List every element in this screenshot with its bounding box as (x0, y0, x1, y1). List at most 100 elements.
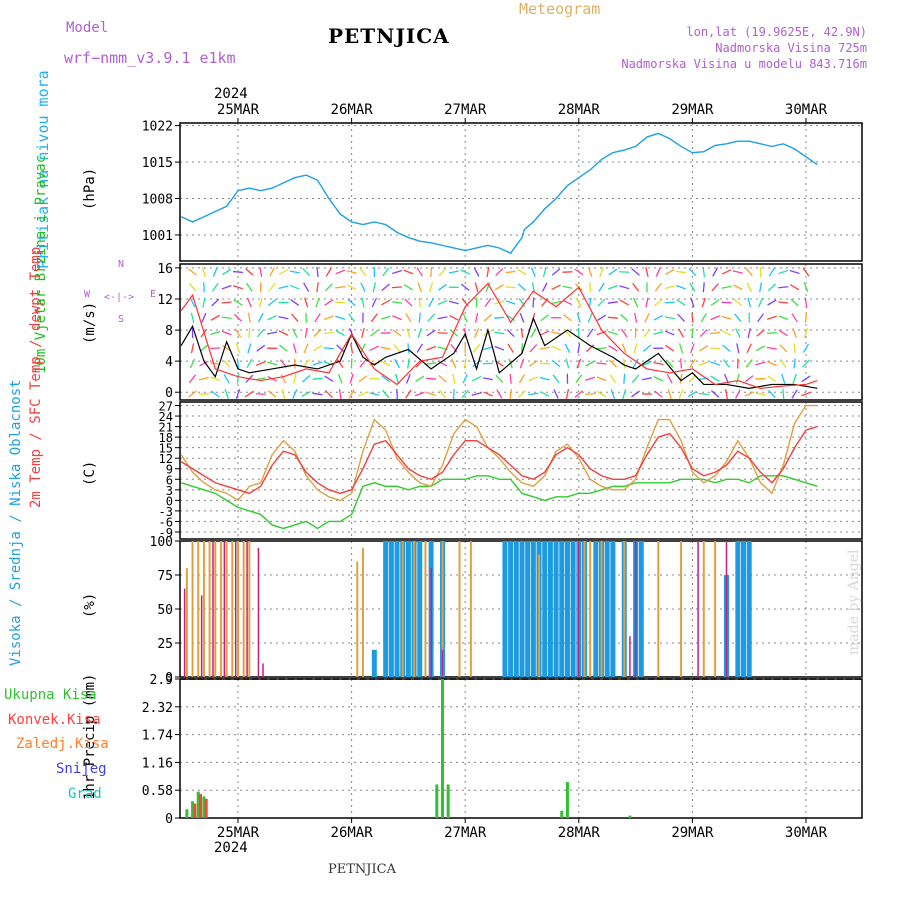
wind-arrow (768, 267, 776, 277)
y-tick-label: 25 (157, 637, 173, 652)
wind-arrow (596, 347, 607, 350)
wind-arrow (698, 361, 709, 366)
wind-arrow (291, 328, 298, 338)
wind-arrow (222, 359, 231, 368)
precip-bar (628, 815, 632, 818)
cloud-bar (502, 541, 508, 677)
wind-arrow (255, 360, 266, 367)
wind-arrow (678, 389, 684, 399)
y-tick-label: 3 (166, 484, 173, 498)
wind-arrow (438, 267, 447, 277)
wind-arrow (360, 282, 366, 293)
wind-arrow (539, 330, 550, 336)
wind-arrow (767, 375, 777, 383)
wind-arrow (699, 328, 708, 338)
compass-north: N (118, 259, 125, 270)
wind-arrow (358, 375, 368, 383)
wind-arrow (642, 344, 652, 352)
wind-arrow (210, 362, 221, 365)
wind-arrow (246, 297, 252, 308)
legend-hail: Grad (68, 786, 102, 802)
wind-arrow (721, 285, 732, 289)
cloud-bar (388, 541, 394, 677)
wind-arrow (451, 358, 457, 369)
cloud-bar (589, 541, 592, 677)
cloud-bar (208, 541, 211, 677)
wind-arrow (380, 346, 391, 350)
wind-arrow (711, 283, 719, 292)
wind-arrow (403, 283, 413, 291)
cloud-bar (223, 541, 226, 677)
cloud-bar (538, 554, 541, 677)
date-label-top: 27MAR (444, 102, 487, 118)
wind-arrow (452, 373, 456, 384)
wind-arrow (710, 299, 720, 306)
wind-arrow (778, 315, 789, 321)
wind-arrow (324, 299, 334, 306)
wind-arrow (688, 374, 697, 383)
wind-arrow (517, 268, 527, 276)
cloud-bar (441, 541, 444, 677)
wind-arrow (381, 389, 390, 399)
wind-arrow (416, 267, 424, 277)
cloud-bar (725, 541, 728, 677)
wind-arrow (599, 267, 604, 277)
wind-arrow (438, 374, 447, 383)
wind-arrow (541, 282, 548, 293)
cloud-bar (401, 541, 404, 677)
wind-arrow (678, 343, 684, 354)
wind-arrow (486, 266, 490, 278)
wind-arrow (632, 297, 639, 308)
wind-arrow (293, 373, 297, 384)
wind-arrow (621, 343, 627, 354)
wind-arrow (255, 393, 266, 395)
precip-bar (435, 784, 439, 818)
wind-arrow (519, 358, 525, 369)
wind-arrow (766, 346, 777, 350)
temp-title: 2m Temp / SFC Temp / dewpt Temp (28, 246, 44, 508)
compass-cross: <-|-> (104, 292, 135, 303)
y-tick-label: 2.9 (150, 673, 173, 688)
wind-arrow (210, 347, 221, 350)
wind-arrow (245, 282, 253, 292)
wind-arrow (631, 390, 641, 398)
wind-arrow (506, 314, 516, 321)
wind-arrow (233, 313, 243, 322)
wind-arrow (428, 297, 435, 308)
wind-arrow (380, 360, 391, 367)
panel-frame (179, 122, 863, 262)
date-label-top: 30MAR (785, 102, 828, 118)
wind-arrow (324, 283, 333, 292)
wind-arrow (312, 361, 323, 366)
wind-arrow (336, 344, 345, 353)
wind-arrow (348, 389, 355, 399)
wind-arrow (688, 268, 697, 276)
wind-arrow (312, 392, 323, 396)
wind-arrow (689, 358, 696, 369)
wind-arrow (248, 327, 251, 339)
model-name: wrf−nmm_v3.9.1 e1km (64, 49, 236, 67)
wind-arrow (255, 377, 266, 381)
product-title: Meteogram (519, 0, 601, 18)
wind-arrow (653, 331, 664, 335)
wind-arrow (588, 297, 592, 308)
cloud-bar (405, 541, 411, 677)
wind-arrow (710, 361, 721, 366)
y-tick-label: 1001 (142, 229, 173, 244)
wind-arrow (782, 388, 785, 400)
sfc-temp-line (180, 404, 818, 502)
wind-arrow (429, 282, 434, 293)
date-label-top: 26MAR (331, 102, 374, 118)
wind-arrow (793, 343, 796, 354)
date-label-bottom: 25MAR (217, 825, 260, 841)
y-tick-label: 1022 (142, 120, 173, 135)
wind-arrow (539, 346, 550, 350)
y-tick-label: 0 (165, 386, 173, 401)
wind-arrow (653, 361, 664, 366)
wind-arrow (461, 389, 469, 399)
wind-arrow (575, 374, 583, 384)
wind-arrow (610, 389, 616, 399)
wind-arrow (575, 297, 582, 308)
wind-arrow (721, 269, 732, 275)
